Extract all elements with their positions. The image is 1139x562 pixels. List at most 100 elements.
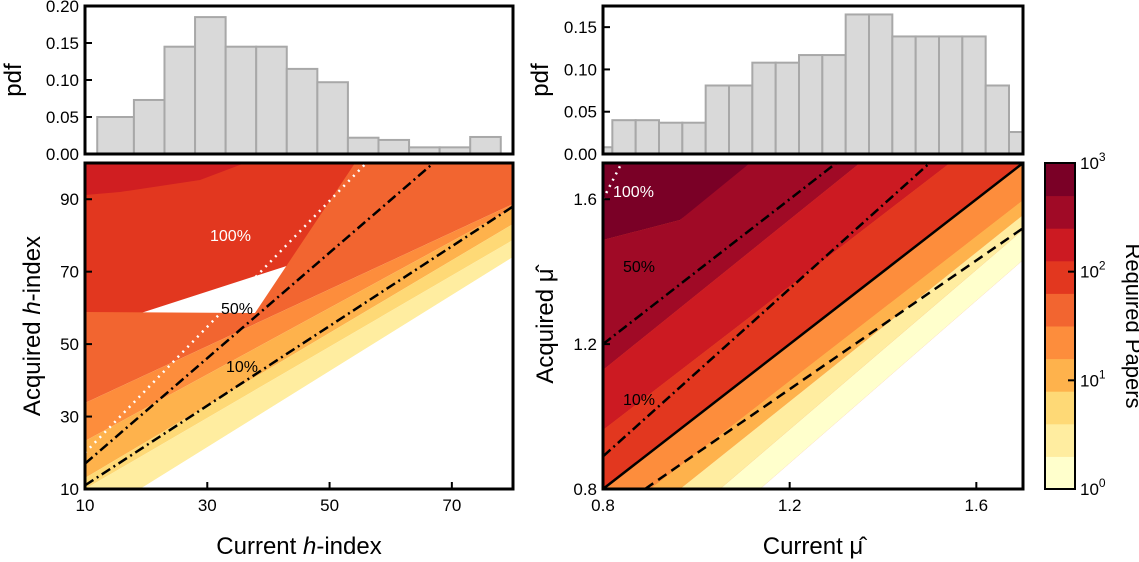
contour-label-50-right: 50% bbox=[623, 259, 655, 276]
hist-left: 0.00 0.05 0.10 0.15 0.20 pdf bbox=[0, 0, 515, 164]
contour-label-100-right: 100% bbox=[613, 184, 654, 201]
hist-bar bbox=[634, 119, 661, 155]
heatmap-left-region-lvl6 bbox=[85, 240, 513, 489]
hist-bar bbox=[224, 45, 258, 156]
contour-line bbox=[84, 205, 514, 487]
xtick-label: 70 bbox=[442, 496, 461, 515]
ytick-label: 50 bbox=[60, 335, 79, 354]
heatmap-right-xlabel: Current μ̂ bbox=[763, 533, 868, 560]
heatmap-left-ticks: 10 30 50 70 10 30 50 70 90 bbox=[60, 190, 461, 515]
colorbar-band bbox=[1045, 423, 1075, 457]
colorbar-tick-label: 103 bbox=[1080, 150, 1106, 173]
hist-bar bbox=[891, 35, 917, 155]
colorbar-band bbox=[1045, 195, 1075, 229]
colorbar-band bbox=[1045, 228, 1075, 262]
colorbar-tick-label: 100 bbox=[1080, 476, 1106, 499]
contour-label-10-left: 10% bbox=[226, 359, 258, 376]
heatmap-right-region-white bbox=[760, 260, 1023, 489]
ytick-label: 90 bbox=[60, 190, 79, 209]
colorbar-ticks: 100 101 102 103 bbox=[1068, 150, 1106, 499]
heatmap-left-contours bbox=[84, 162, 514, 487]
heatmap-left-region-white bbox=[140, 257, 513, 489]
ytick-label: 10 bbox=[60, 480, 79, 499]
hist-bar bbox=[774, 61, 801, 155]
hist-bar bbox=[914, 35, 941, 155]
ytick-label: 30 bbox=[60, 408, 79, 427]
colorbar-band bbox=[1045, 391, 1075, 425]
hist-right-frame bbox=[601, 4, 1025, 156]
ytick-label: 0.05 bbox=[564, 103, 597, 122]
hist-bar bbox=[751, 61, 777, 155]
ytick-label: 0.10 bbox=[564, 60, 597, 79]
hist-bar bbox=[984, 84, 1011, 155]
ytick-label: 0.10 bbox=[46, 71, 79, 90]
hist-bar bbox=[938, 35, 964, 155]
heatmap-left-region-top bbox=[85, 163, 245, 195]
hist-left-bars bbox=[96, 16, 502, 156]
heatmap-right-ticks: 0.8 1.2 1.6 0.8 1.2 1.6 bbox=[573, 190, 988, 515]
contour-line bbox=[84, 162, 435, 465]
ytick-label: 1.2 bbox=[573, 335, 597, 354]
xtick-label: 1.6 bbox=[965, 496, 989, 515]
hist-bar bbox=[844, 13, 871, 156]
ytick-label: 0.00 bbox=[564, 145, 597, 164]
hist-bar bbox=[704, 84, 731, 155]
hist-bar bbox=[163, 45, 197, 156]
hist-bar bbox=[681, 121, 707, 155]
reference-line-dashed bbox=[644, 227, 1024, 491]
hist-left-yticks: 0.00 0.05 0.10 0.15 0.20 bbox=[46, 0, 92, 164]
colorbar-band bbox=[1045, 293, 1075, 327]
xtick-label: 30 bbox=[198, 496, 217, 515]
hist-bar bbox=[798, 54, 824, 155]
heatmap-left-xlabel: Current h-index bbox=[216, 533, 381, 560]
ytick-label: 0.20 bbox=[46, 0, 79, 16]
xtick-label: 50 bbox=[320, 496, 339, 515]
contour-line bbox=[602, 162, 838, 346]
hist-bar bbox=[821, 54, 847, 155]
heatmap-left-ylabel: Acquired h-index bbox=[19, 236, 46, 416]
contour-label-100-left: 100% bbox=[210, 228, 251, 245]
colorbar-bands bbox=[1045, 163, 1075, 490]
colorbar-band bbox=[1045, 456, 1075, 490]
colorbar-frame bbox=[1044, 162, 1076, 490]
ytick-label: 1.6 bbox=[573, 190, 597, 209]
heatmap-left-region-lvl5 bbox=[85, 224, 513, 489]
contour-label-10-right: 10% bbox=[623, 392, 655, 409]
heatmap-right-region-lvl3 bbox=[650, 200, 1023, 489]
xtick-label: 10 bbox=[76, 496, 95, 515]
hist-bar bbox=[96, 116, 135, 155]
hist-bar bbox=[728, 84, 754, 155]
hist-right-yticks: 0.00 0.05 0.10 0.15 bbox=[564, 18, 610, 164]
ytick-label: 0.05 bbox=[46, 108, 79, 127]
heatmap-left-frame bbox=[83, 161, 515, 491]
contour-line bbox=[602, 162, 931, 458]
ytick-label: 0.15 bbox=[564, 18, 597, 37]
heatmap-right-region-lvl1 bbox=[720, 230, 1023, 489]
ytick-label: 0.8 bbox=[573, 480, 597, 499]
colorbar-label: Required Papers bbox=[1121, 243, 1139, 408]
heatmap-left-region-lvl3 bbox=[85, 204, 513, 441]
heatmap-left: 100% 50% 10% 10 30 50 70 10 30 50 70 90 Current … bbox=[19, 161, 515, 560]
hist-bar bbox=[285, 67, 319, 155]
contour-line bbox=[84, 162, 368, 454]
hist-bar bbox=[961, 35, 987, 155]
hist-bar bbox=[658, 121, 684, 155]
xtick-label: 1.2 bbox=[778, 496, 802, 515]
contour-label-50-left: 50% bbox=[221, 301, 253, 318]
hist-bar bbox=[255, 45, 288, 156]
colorbar-band bbox=[1045, 326, 1075, 360]
heatmap-right-region-lvl2 bbox=[680, 215, 1023, 489]
heatmap-right-region-lvl8 bbox=[603, 163, 750, 240]
hist-bar bbox=[469, 135, 502, 155]
hist-bar bbox=[194, 16, 227, 155]
reference-line-solid bbox=[602, 162, 1024, 490]
ytick-label: 0.15 bbox=[46, 34, 79, 53]
hist-left-ylabel: pdf bbox=[0, 63, 27, 97]
hist-right: 0.00 0.05 0.10 0.15 pdf bbox=[527, 4, 1025, 164]
xtick-label: 0.8 bbox=[591, 496, 615, 515]
colorbar-band bbox=[1045, 260, 1075, 294]
heatmap-right-frame bbox=[601, 161, 1025, 491]
heatmap-right-lines bbox=[601, 162, 1024, 491]
hist-bar bbox=[868, 13, 894, 156]
